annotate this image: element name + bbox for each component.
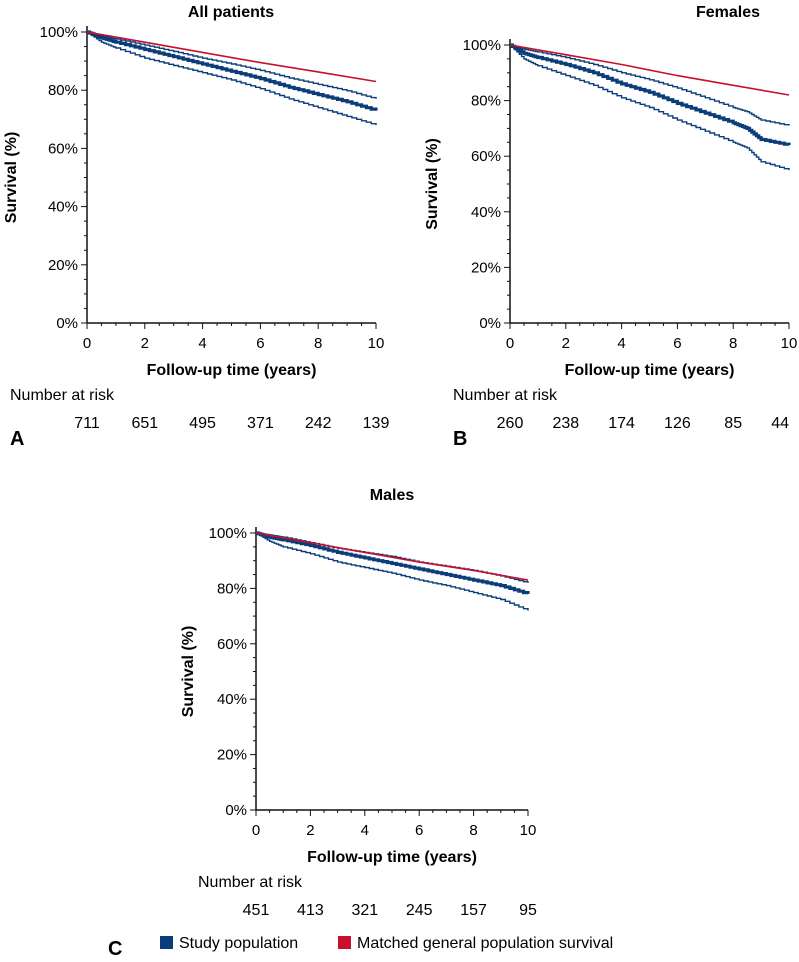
y-tick-label: 100% bbox=[463, 37, 501, 54]
number-at-risk-value: 371 bbox=[247, 415, 274, 432]
series-line-matched bbox=[86, 31, 377, 83]
panel-b: Females 0% 20% 40% 60% 80% 100% 0 2 4 6 8 10 Follow-u… bbox=[424, 4, 797, 450]
number-at-risk-value: 44 bbox=[771, 415, 789, 432]
y-tick-label: 20% bbox=[48, 257, 78, 274]
number-at-risk-value: 126 bbox=[664, 415, 691, 432]
number-at-risk-value: 139 bbox=[363, 415, 390, 432]
y-tick-label: 60% bbox=[217, 636, 247, 653]
number-at-risk-value: 413 bbox=[297, 902, 324, 919]
series-line-ci bbox=[87, 31, 377, 126]
y-tick-label: 60% bbox=[48, 140, 78, 157]
y-tick-label: 100% bbox=[40, 24, 78, 41]
y-tick-label: 0% bbox=[225, 802, 247, 819]
series-line-study bbox=[510, 43, 791, 146]
legend-matched-swatch bbox=[338, 936, 351, 949]
number-at-risk-value: 711 bbox=[74, 415, 100, 432]
x-tick-label: 0 bbox=[83, 335, 91, 352]
panel-letter: A bbox=[10, 428, 24, 450]
x-tick-label: 0 bbox=[252, 822, 260, 839]
x-tick-label: 10 bbox=[781, 335, 798, 352]
panel-a: All patients 0% 20% 40% 60% 80% 100% 0 2 4 6 8 10 Fol… bbox=[3, 4, 389, 450]
number-at-risk-value: 245 bbox=[406, 902, 433, 919]
y-tick-label: 0% bbox=[56, 315, 78, 332]
x-tick-label: 6 bbox=[256, 335, 264, 352]
x-tick-label: 10 bbox=[368, 335, 385, 352]
chart-title: All patients bbox=[188, 4, 274, 21]
y-tick-label: 80% bbox=[217, 580, 247, 597]
y-tick-label: 0% bbox=[479, 315, 501, 332]
y-tick-label: 40% bbox=[48, 199, 78, 216]
y-tick-label: 40% bbox=[217, 691, 247, 708]
series-line-ci bbox=[510, 44, 790, 171]
number-at-risk-value: 157 bbox=[460, 902, 487, 919]
number-at-risk-value: 174 bbox=[608, 415, 635, 432]
y-tick-label: 60% bbox=[471, 148, 501, 165]
x-tick-label: 2 bbox=[562, 335, 570, 352]
y-axis-label: Survival (%) bbox=[424, 138, 441, 230]
series-line-ci bbox=[256, 532, 529, 611]
number-at-risk-value: 451 bbox=[243, 902, 270, 919]
series-line-ci bbox=[510, 44, 790, 126]
x-axis-label: Follow-up time (years) bbox=[307, 849, 477, 866]
panel-letter: C bbox=[108, 938, 122, 960]
series-line-matched bbox=[509, 44, 790, 96]
x-tick-label: 4 bbox=[198, 335, 206, 352]
number-at-risk-value: 321 bbox=[351, 902, 378, 919]
number-at-risk-value: 242 bbox=[305, 415, 332, 432]
x-tick-label: 2 bbox=[141, 335, 149, 352]
legend: Study population Matched general populat… bbox=[160, 935, 613, 952]
x-tick-label: 4 bbox=[617, 335, 625, 352]
panel-letter: B bbox=[453, 428, 467, 450]
panel-c: Males 0% 20% 40% 60% 80% 100% 0 2 4 6 8 10 Follow-up … bbox=[108, 487, 537, 960]
number-at-risk-value: 495 bbox=[189, 415, 216, 432]
y-tick-label: 20% bbox=[471, 259, 501, 276]
series-line-study bbox=[87, 30, 378, 111]
number-at-risk-label: Number at risk bbox=[10, 387, 115, 404]
number-at-risk-value: 651 bbox=[131, 415, 158, 432]
y-axis-label: Survival (%) bbox=[180, 626, 197, 718]
legend-study-label: Study population bbox=[179, 935, 298, 952]
x-tick-label: 6 bbox=[673, 335, 681, 352]
y-tick-label: 40% bbox=[471, 204, 501, 221]
number-at-risk-label: Number at risk bbox=[198, 874, 303, 891]
x-tick-label: 8 bbox=[469, 822, 477, 839]
x-tick-label: 2 bbox=[306, 822, 314, 839]
number-at-risk-label: Number at risk bbox=[453, 387, 558, 404]
x-tick-label: 10 bbox=[520, 822, 537, 839]
series-line-ci bbox=[87, 31, 377, 99]
series-line-study bbox=[256, 531, 530, 595]
legend-study-swatch bbox=[160, 936, 173, 949]
chart-title: Females bbox=[696, 4, 760, 21]
y-tick-label: 20% bbox=[217, 747, 247, 764]
series-line-matched bbox=[255, 532, 529, 581]
number-at-risk-value: 95 bbox=[519, 902, 537, 919]
x-axis-label: Follow-up time (years) bbox=[565, 362, 735, 379]
x-tick-label: 8 bbox=[314, 335, 322, 352]
number-at-risk-value: 260 bbox=[497, 415, 524, 432]
x-tick-label: 0 bbox=[506, 335, 514, 352]
y-tick-label: 80% bbox=[471, 93, 501, 110]
x-tick-label: 6 bbox=[415, 822, 423, 839]
x-tick-label: 8 bbox=[729, 335, 737, 352]
x-axis-label: Follow-up time (years) bbox=[147, 362, 317, 379]
y-tick-label: 80% bbox=[48, 82, 78, 99]
chart-title: Males bbox=[370, 487, 415, 504]
legend-matched-label: Matched general population survival bbox=[357, 935, 613, 952]
x-tick-label: 4 bbox=[361, 822, 369, 839]
y-tick-label: 100% bbox=[209, 525, 247, 542]
number-at-risk-value: 85 bbox=[724, 415, 742, 432]
number-at-risk-value: 238 bbox=[552, 415, 579, 432]
y-axis-label: Survival (%) bbox=[3, 132, 20, 224]
